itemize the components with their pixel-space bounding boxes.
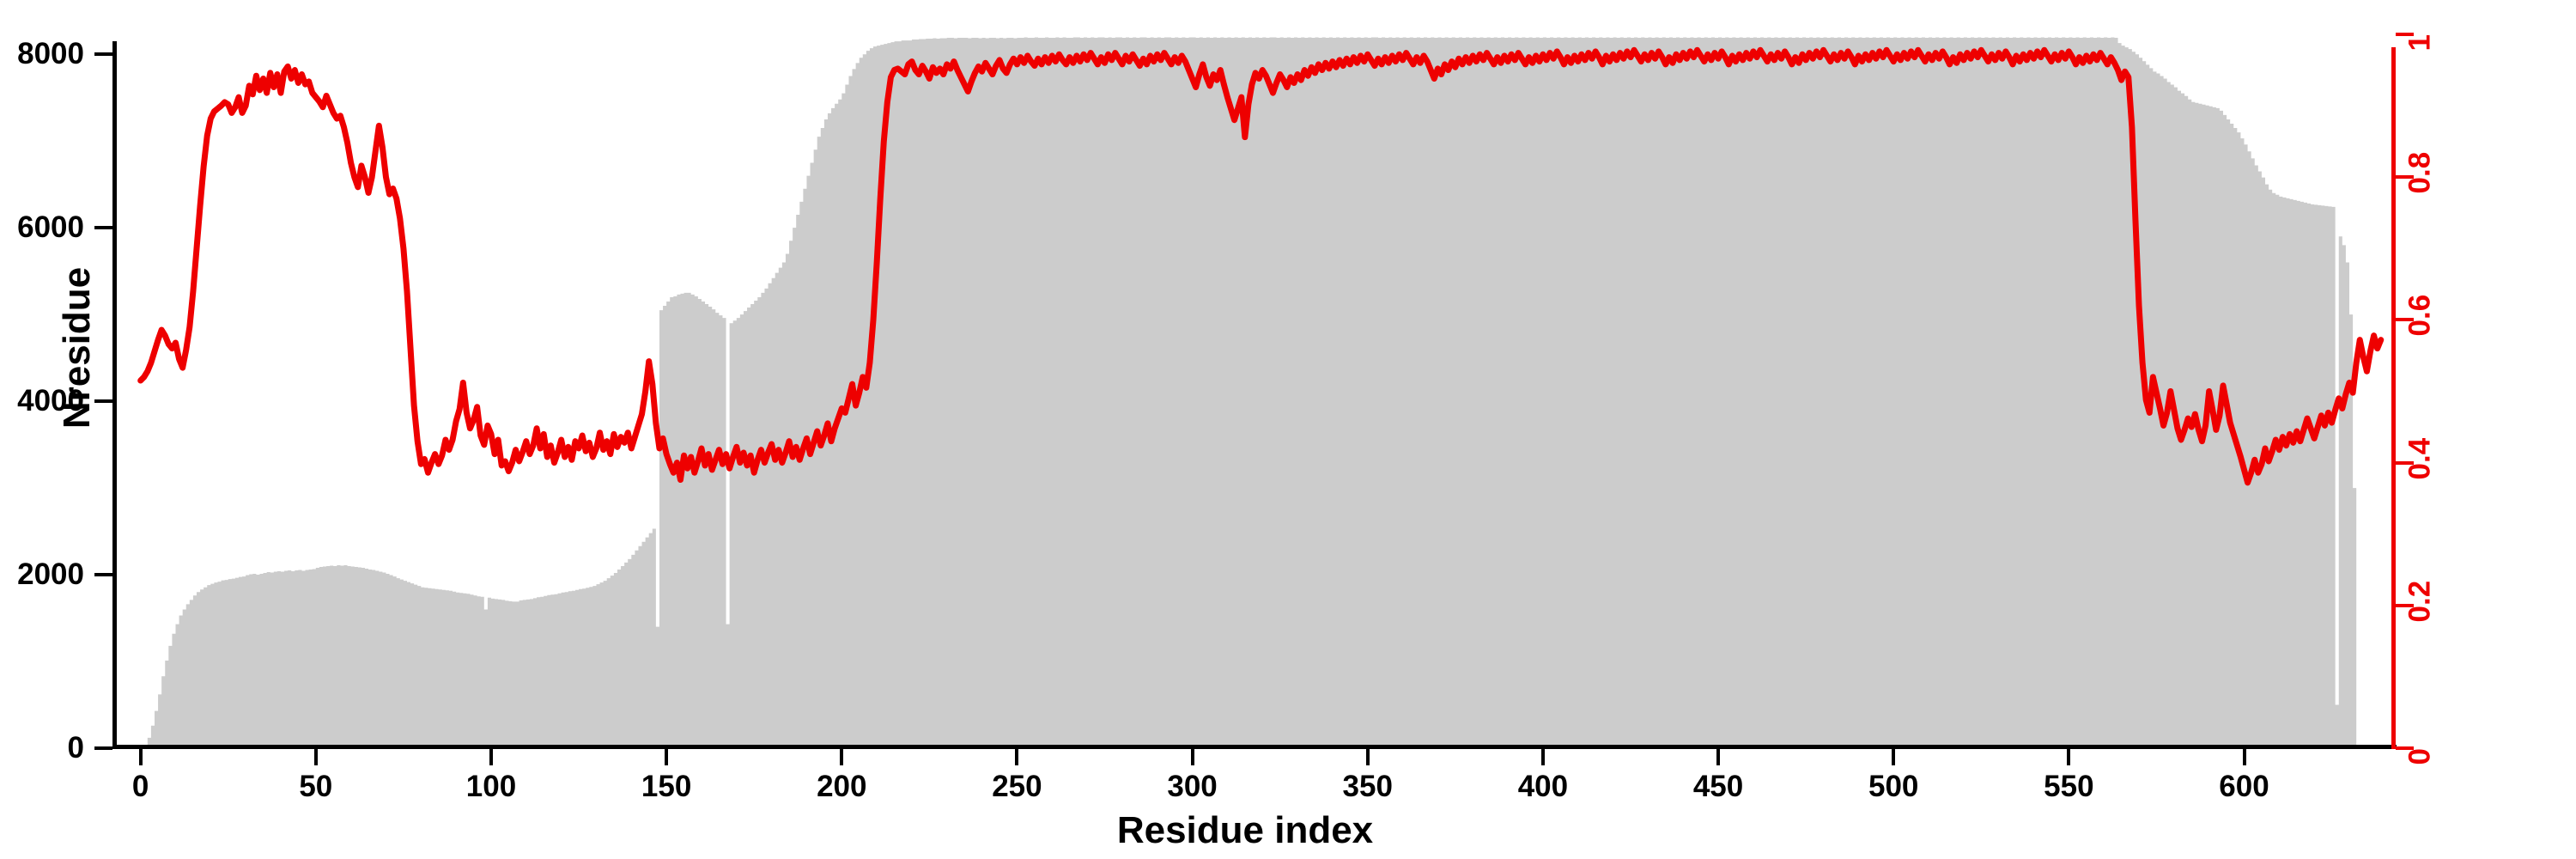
y-tick-label: 2000 [17, 557, 84, 592]
x-tick-mark [313, 748, 318, 765]
y-tick-label: 6000 [17, 210, 84, 245]
y-tick-label: 0 [67, 731, 84, 765]
x-tick-label: 150 [641, 770, 692, 803]
y-tick-mark [94, 746, 112, 750]
x-tick-mark [1892, 748, 1896, 765]
y-tick-mark [94, 573, 112, 577]
x-axis-line [112, 745, 2397, 749]
y-tick-label: 8000 [17, 37, 84, 71]
plddt-line [137, 46, 2385, 486]
x-tick-mark [1365, 748, 1370, 765]
x-tick-mark [1015, 748, 1019, 765]
x-tick-label: 350 [1342, 770, 1393, 803]
plot-area [112, 34, 2391, 748]
x-tick-label: 200 [817, 770, 867, 803]
x-tick-mark [1716, 748, 1721, 765]
y-tick-label: 4000 [17, 384, 84, 418]
x-tick-label: 100 [465, 770, 517, 803]
x-tick-label: 250 [992, 770, 1042, 803]
y2-tick-label: 1 [2403, 34, 2437, 52]
y2-tick-label: 0.2 [2403, 580, 2437, 623]
x-tick-label: 0 [131, 770, 149, 803]
x-tick-mark [489, 748, 493, 765]
x-tick-mark [840, 748, 844, 765]
y2-tick-mark [2396, 460, 2414, 465]
x-tick-label: 550 [2044, 770, 2094, 803]
x-tick-mark [2242, 748, 2246, 765]
x-tick-label: 500 [1868, 770, 1919, 803]
x-tick-label: 50 [299, 770, 333, 803]
y2-tick-mark [2396, 746, 2414, 750]
y-axis-left-line [112, 41, 117, 749]
y2-tick-mark [2396, 318, 2414, 322]
x-axis-title: Residue index [1116, 809, 1374, 851]
y-axis-right-line [2391, 47, 2396, 749]
y2-tick-label: 0.6 [2403, 295, 2437, 337]
x-tick-mark [1190, 748, 1194, 765]
x-tick-mark [665, 748, 669, 765]
nresidue-area [140, 37, 2357, 748]
y2-tick-label: 0 [2403, 748, 2437, 765]
chart-svg [137, 37, 2385, 748]
y2-tick-mark [2396, 175, 2414, 180]
y2-tick-label: 0.8 [2403, 152, 2437, 194]
x-tick-label: 450 [1692, 770, 1744, 803]
y-tick-mark [94, 226, 112, 230]
y2-tick-label: 0.4 [2403, 437, 2437, 480]
x-tick-mark [2067, 748, 2071, 765]
x-tick-label: 600 [2219, 770, 2269, 803]
y-axis-left-title: Nresidue [56, 266, 98, 430]
y-tick-mark [94, 399, 112, 404]
y-tick-mark [94, 52, 112, 57]
x-tick-mark [138, 748, 143, 765]
x-tick-mark [1540, 748, 1545, 765]
y2-tick-mark [2396, 33, 2414, 36]
y2-tick-mark [2396, 603, 2414, 607]
x-tick-label: 300 [1167, 770, 1218, 803]
x-tick-label: 400 [1517, 770, 1569, 803]
